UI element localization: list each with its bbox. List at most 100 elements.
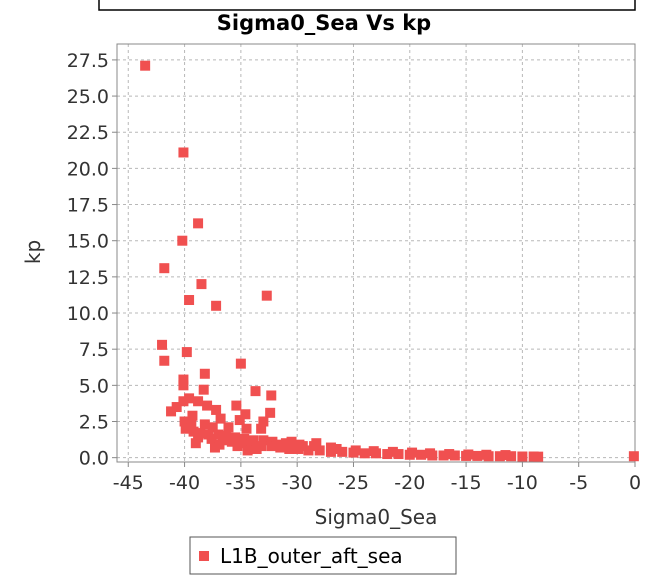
- data-point: [382, 449, 393, 460]
- data-point: [235, 358, 246, 369]
- data-point: [506, 451, 517, 462]
- data-point: [184, 295, 195, 306]
- data-point: [314, 445, 325, 456]
- data-point: [393, 449, 404, 460]
- data-point: [359, 448, 370, 459]
- data-point: [425, 448, 436, 459]
- data-point: [256, 423, 267, 434]
- data-point: [159, 263, 170, 274]
- data-point: [140, 60, 151, 71]
- data-point: [481, 449, 492, 460]
- x-tick-label: -35: [225, 472, 256, 494]
- data-point: [178, 374, 189, 385]
- data-point: [271, 439, 282, 450]
- header-box: [98, 0, 636, 11]
- plot-area: [116, 43, 636, 463]
- data-point: [180, 423, 191, 434]
- data-point: [368, 446, 379, 457]
- data-point: [407, 447, 418, 458]
- data-point: [242, 445, 253, 456]
- data-point: [187, 410, 198, 421]
- data-point: [199, 368, 210, 379]
- data-point: [211, 404, 222, 415]
- data-point: [202, 400, 213, 411]
- x-tick-label: -5: [569, 472, 588, 494]
- data-point: [157, 339, 168, 350]
- data-point: [190, 438, 201, 449]
- data-point: [266, 441, 277, 452]
- y-tick-label: 20.0: [67, 158, 109, 180]
- y-tick-label: 0.0: [79, 448, 109, 470]
- data-point: [193, 218, 204, 229]
- data-point: [198, 384, 209, 395]
- data-point: [387, 446, 398, 457]
- data-point: [226, 436, 237, 447]
- data-point: [246, 439, 257, 450]
- data-point: [265, 407, 276, 418]
- y-tick-label: 10.0: [67, 303, 109, 325]
- data-point: [240, 409, 251, 420]
- data-point: [178, 380, 189, 391]
- data-point: [284, 443, 295, 454]
- data-point: [258, 435, 269, 446]
- x-axis-label: Sigma0_Sea: [315, 505, 438, 529]
- data-point: [231, 400, 242, 411]
- data-point: [188, 426, 199, 437]
- data-point: [258, 416, 269, 427]
- x-tick-label: -20: [394, 472, 425, 494]
- data-point: [223, 422, 234, 433]
- legend-marker: [199, 551, 209, 561]
- data-point: [199, 419, 210, 430]
- data-point: [159, 355, 170, 366]
- x-tick-label: -25: [338, 472, 369, 494]
- data-point: [178, 147, 189, 158]
- data-point: [178, 396, 189, 407]
- data-point: [211, 300, 222, 311]
- data-point: [533, 451, 544, 462]
- data-point: [184, 393, 195, 404]
- legend-label: L1B_outer_aft_sea: [220, 544, 403, 568]
- data-point: [517, 451, 528, 462]
- x-tick-label: -40: [169, 472, 200, 494]
- y-tick-label: 25.0: [67, 86, 109, 108]
- data-point: [416, 449, 427, 460]
- data-point: [286, 436, 297, 447]
- data-point: [213, 429, 224, 440]
- data-point: [234, 415, 245, 426]
- x-tick-label: -10: [507, 472, 538, 494]
- data-point: [463, 449, 474, 460]
- data-point: [438, 450, 449, 461]
- y-tick-label: 2.5: [79, 412, 109, 434]
- data-point: [209, 442, 220, 453]
- data-point: [251, 443, 262, 454]
- data-point: [628, 451, 639, 462]
- data-point: [250, 386, 261, 397]
- y-tick-label: 17.5: [67, 195, 109, 217]
- data-point: [206, 433, 217, 444]
- y-axis: 0.0 2.5 5.0 7.5 10.0 12.5 15.0 17.5 20.0 22.5 25.0…: [67, 50, 117, 470]
- y-tick-label: 5.0: [79, 375, 109, 397]
- data-point: [171, 402, 182, 413]
- data-point: [449, 450, 460, 461]
- y-tick-label: 12.5: [67, 267, 109, 289]
- data-point: [500, 450, 511, 461]
- data-point: [325, 446, 336, 457]
- data-point: [494, 451, 505, 462]
- data-point: [166, 406, 177, 417]
- data-point: [350, 445, 361, 456]
- data-point: [311, 438, 322, 449]
- legend-box: [189, 536, 457, 575]
- data-point: [241, 423, 252, 434]
- data-point: [266, 390, 277, 401]
- legend: L1B_outer_aft_sea: [189, 536, 457, 575]
- data-point: [193, 432, 204, 443]
- data-point: [472, 450, 483, 461]
- data-point: [303, 445, 314, 456]
- data-point: [331, 443, 342, 454]
- y-tick-label: 22.5: [67, 122, 109, 144]
- data-point: [177, 235, 188, 246]
- data-points: [140, 60, 639, 462]
- x-tick-label: -15: [451, 472, 482, 494]
